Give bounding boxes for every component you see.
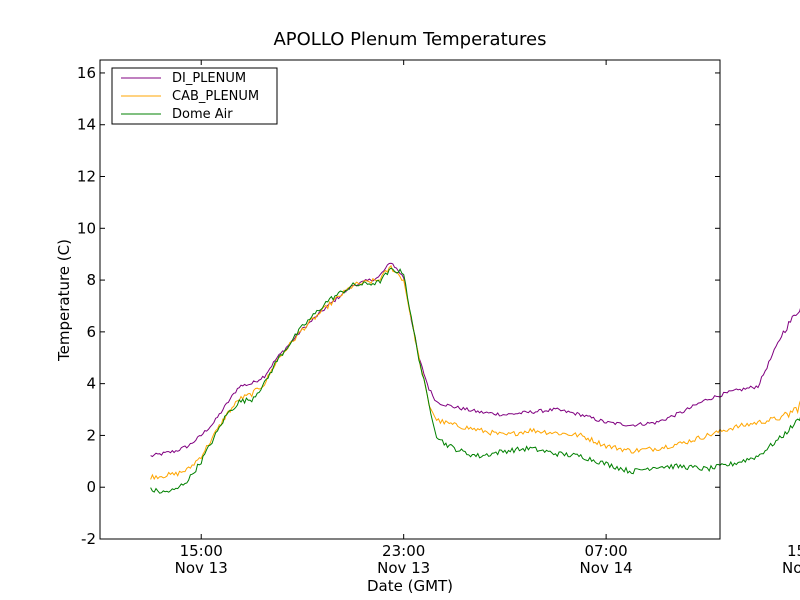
y-tick-label: 12 [77, 168, 96, 186]
chart-title: APOLLO Plenum Temperatures [273, 29, 546, 50]
legend-label-di-plenum: DI_PLENUM [172, 71, 246, 86]
x-tick-date-label: Nov 13 [377, 559, 430, 577]
x-tick-date-label: Nov 14 [580, 559, 633, 577]
y-tick-label: 8 [86, 271, 96, 289]
legend-label-cab-plenum: CAB_PLENUM [172, 89, 259, 104]
x-tick-date-label: Nov 14 [782, 559, 800, 577]
x-tick-time-label: 15:00 [180, 542, 223, 560]
series-line-cab-plenum [150, 264, 800, 481]
axes-frame [99, 59, 721, 540]
y-tick-label: 10 [77, 219, 96, 237]
y-tick-label: 16 [77, 64, 96, 82]
y-tick-label: 0 [86, 478, 96, 496]
series-line-dome-air [150, 267, 800, 494]
x-tick-date-label: Nov 13 [175, 559, 228, 577]
y-tick-label: 4 [86, 375, 96, 393]
x-tick-time-label: 23:00 [382, 542, 425, 560]
series-group [150, 262, 800, 494]
x-tick-time-label: 07:00 [585, 542, 628, 560]
y-axis-label: Temperature (C) [55, 239, 73, 362]
y-tick-label: 14 [77, 116, 96, 134]
y-ticks: -2 0 2 4 6 8 10 12 14 16 [77, 64, 720, 548]
legend-label-dome-air: Dome Air [172, 107, 233, 122]
axes-background [100, 60, 720, 539]
x-axis-label: Date (GMT) [367, 577, 453, 595]
x-tick-time-label: 15:00 [787, 542, 800, 560]
y-tick-label: 6 [86, 323, 96, 341]
y-tick-label: 2 [86, 426, 96, 444]
y-tick-label: -2 [81, 530, 96, 548]
legend: DI_PLENUM CAB_PLENUM Dome Air [111, 67, 278, 125]
